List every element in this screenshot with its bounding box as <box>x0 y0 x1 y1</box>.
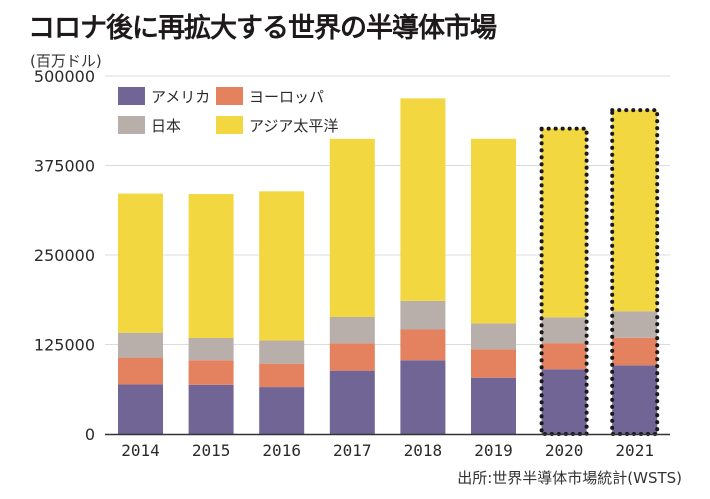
bar-segment <box>541 317 587 344</box>
bar-segment <box>612 311 658 338</box>
bar-segment <box>471 349 516 378</box>
x-tick-label: 2018 <box>404 441 443 460</box>
bar-segment <box>400 360 446 434</box>
bar-segment <box>118 357 163 385</box>
x-axis-ticks: 2014 2015 2016 2017 2018 2019 2020 2021 <box>121 441 654 460</box>
y-axis-unit-label: (百万ドル) <box>30 52 102 70</box>
bar-segment <box>471 323 516 350</box>
bar-segment <box>329 370 375 434</box>
chart-title: コロナ後に再拡大する世界の半導体市場 <box>28 13 497 44</box>
bar-segment <box>259 387 305 434</box>
legend-item: 日本 <box>118 116 181 135</box>
bar-segment <box>541 343 587 370</box>
y-tick-label: 500000 <box>34 67 95 86</box>
legend-swatch <box>118 116 145 134</box>
bar-stack-2020 <box>539 126 589 436</box>
bar-stack-2019 <box>471 138 516 434</box>
y-tick-label: 125000 <box>34 336 95 355</box>
bar-stack-2021 <box>610 108 660 436</box>
legend-item: ヨーロッパ <box>216 87 324 106</box>
y-tick-label: 375000 <box>34 157 95 176</box>
bar-segment <box>471 377 516 434</box>
bar-segment <box>188 384 234 434</box>
bar-stack-2015 <box>188 194 234 434</box>
legend-item: アジア太平洋 <box>216 116 338 135</box>
x-tick-label: 2021 <box>615 441 654 460</box>
bar-segment <box>329 138 375 318</box>
bar-segment <box>612 365 658 434</box>
legend-swatch <box>216 87 243 105</box>
bar-segment <box>541 128 587 318</box>
bar-segment <box>188 360 234 385</box>
source-note: 出所:世界半導体市場統計(WSTS) <box>457 469 682 487</box>
y-tick-label: 0 <box>85 425 95 444</box>
legend-label: 日本 <box>151 117 181 135</box>
bar-segment <box>541 369 587 434</box>
y-axis-ticks: 0 125000 250000 375000 500000 <box>34 67 95 444</box>
bar-stack-2017 <box>329 138 375 434</box>
bar-segment <box>188 194 234 338</box>
bar-segment <box>118 332 163 358</box>
bar-stack-2016 <box>259 191 305 434</box>
x-tick-label: 2019 <box>474 441 513 460</box>
bar-segment <box>612 337 658 366</box>
bar-segment <box>118 193 163 333</box>
x-tick-label: 2015 <box>192 441 231 460</box>
bar-segment <box>471 138 516 324</box>
bar-segment <box>259 340 305 364</box>
bar-segment <box>400 98 446 301</box>
legend-swatch <box>118 87 145 105</box>
bar-stack-2014 <box>118 193 163 434</box>
legend-item: アメリカ <box>118 87 210 106</box>
legend-label: アジア太平洋 <box>249 117 338 135</box>
x-tick-label: 2017 <box>333 441 372 460</box>
bar-stack-2018 <box>400 98 446 434</box>
x-tick-label: 2016 <box>262 441 301 460</box>
bar-segment <box>329 317 375 344</box>
legend-label: ヨーロッパ <box>249 88 324 106</box>
bar-segment <box>118 384 163 434</box>
y-tick-label: 250000 <box>34 246 95 265</box>
bar-segment <box>400 329 446 361</box>
bar-segment <box>400 300 446 330</box>
bar-segment <box>612 110 658 312</box>
bars <box>118 98 660 436</box>
bar-segment <box>259 191 305 341</box>
x-tick-label: 2020 <box>545 441 584 460</box>
bar-segment <box>188 337 234 361</box>
bar-segment <box>329 343 375 371</box>
legend-label: アメリカ <box>151 88 210 106</box>
bar-segment <box>259 363 305 388</box>
legend-swatch <box>216 116 243 134</box>
x-tick-label: 2014 <box>121 441 160 460</box>
